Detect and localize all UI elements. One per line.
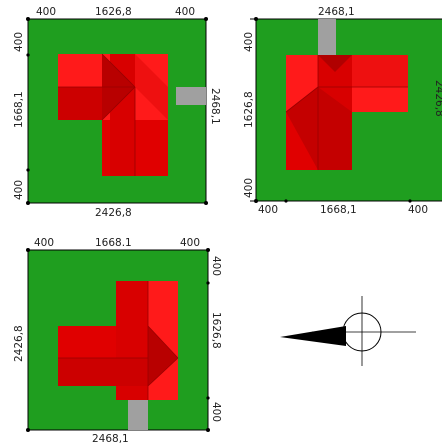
path <box>318 19 336 55</box>
left-dim-middle: 1668,1 <box>13 91 25 128</box>
path <box>176 87 206 105</box>
right-dim: 2426,8 <box>433 80 442 117</box>
top-dim: 2468,1 <box>318 6 355 18</box>
house <box>285 55 408 170</box>
site-plan-1: 400 1626,8 400 400 1668,1 400 2468,1 242… <box>13 6 221 219</box>
left-dim-top: 400 <box>243 32 255 52</box>
bottom-dim-right: 400 <box>408 204 428 216</box>
bottom-dim: 2468,1 <box>92 433 129 445</box>
site-plan-3: 400 1668.1 400 2426,8 400 1626,8 400 246… <box>13 237 222 445</box>
house <box>58 281 179 400</box>
top-dim-right: 400 <box>180 237 200 249</box>
left-dim-top: 400 <box>13 32 25 52</box>
right-dim: 2468,1 <box>209 88 221 125</box>
left-dim-middle: 1626,8 <box>243 91 255 128</box>
north-arrow-icon <box>280 296 416 366</box>
top-dim-middle: 1626,8 <box>95 6 132 18</box>
bottom-dim: 2426,8 <box>95 207 132 219</box>
left-dim-bottom: 400 <box>13 180 25 200</box>
right-dim-bottom: 400 <box>210 402 222 422</box>
left-dim-bottom: 400 <box>243 178 255 198</box>
left-dim: 2426,8 <box>13 325 25 362</box>
right-dim-middle: 1626,8 <box>210 312 222 349</box>
top-dim-right: 400 <box>175 6 195 18</box>
top-dim-middle: 1668.1 <box>95 237 132 249</box>
path <box>128 400 148 430</box>
top-dim-left: 400 <box>36 6 56 18</box>
bottom-dim-left: 400 <box>258 204 278 216</box>
site-plan-2: 2468,1 400 1626,8 400 2426,8 400 1668,1 … <box>243 6 442 216</box>
bottom-dim-middle: 1668,1 <box>320 204 357 216</box>
house <box>58 53 168 176</box>
top-dim-left: 400 <box>34 237 54 249</box>
right-dim-top: 400 <box>210 256 222 276</box>
